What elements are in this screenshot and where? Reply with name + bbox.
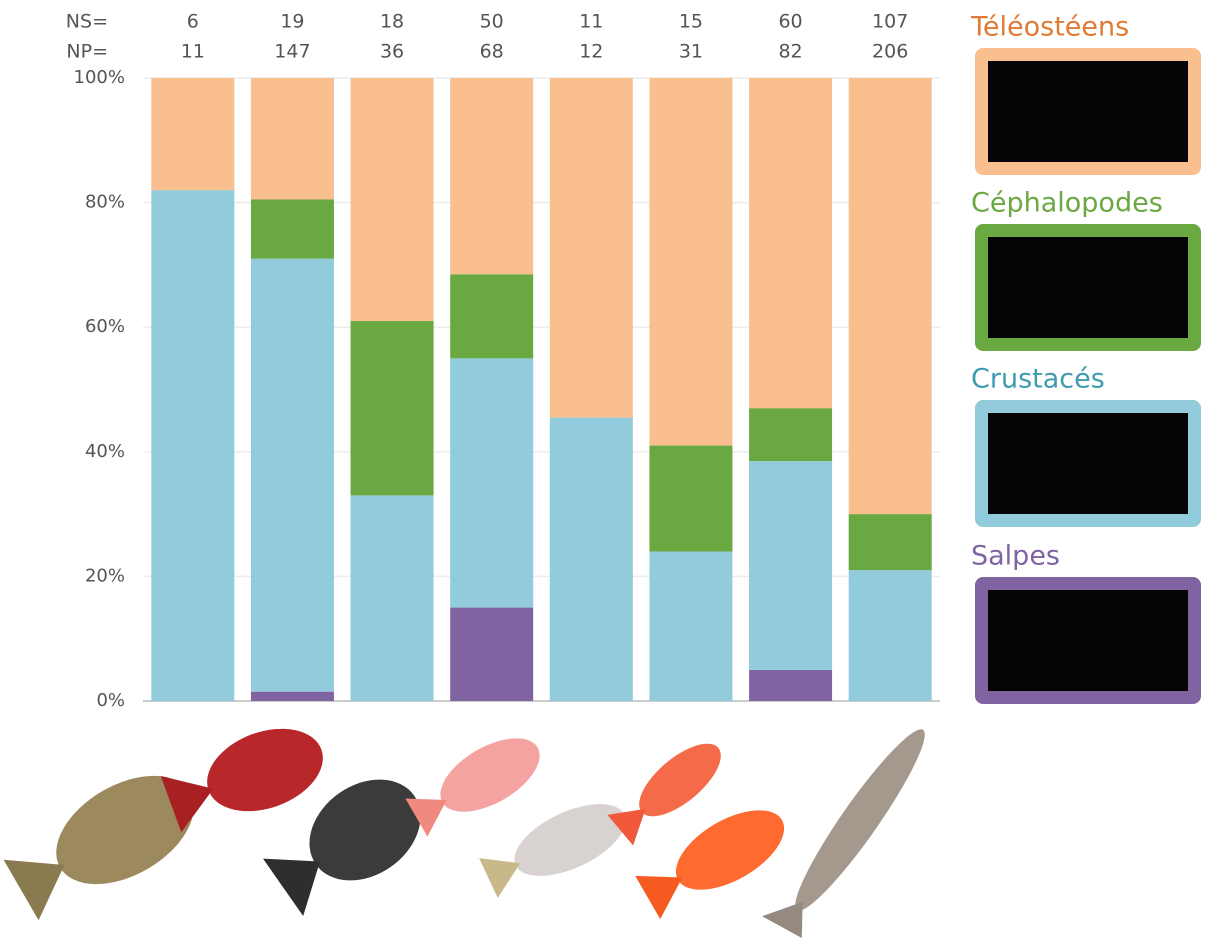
bar-segment bbox=[649, 78, 733, 446]
ns-value: 107 bbox=[872, 11, 908, 33]
bar-segment bbox=[848, 514, 932, 571]
np-value: 11 bbox=[181, 41, 205, 63]
np-label: NP= bbox=[66, 41, 108, 63]
bar-segment bbox=[848, 570, 932, 701]
np-value: 206 bbox=[872, 41, 908, 63]
ns-label: NS= bbox=[66, 11, 108, 33]
np-value: 68 bbox=[480, 41, 504, 63]
legend-photo bbox=[988, 61, 1188, 162]
bar-segment bbox=[450, 358, 534, 608]
y-tick-label: 0% bbox=[96, 690, 125, 711]
bar-segment bbox=[450, 607, 534, 701]
np-value: 82 bbox=[778, 41, 802, 63]
bar-segment bbox=[848, 78, 932, 515]
bar-segment bbox=[250, 199, 334, 259]
bar-segment bbox=[549, 417, 633, 701]
ns-value: 11 bbox=[579, 11, 603, 33]
bar-segment bbox=[749, 669, 833, 701]
y-tick-label: 80% bbox=[85, 192, 125, 213]
bar-segment bbox=[250, 691, 334, 701]
ns-value: 50 bbox=[480, 11, 504, 33]
legend-label: Crustacés bbox=[971, 364, 1105, 395]
legend-label: Salpes bbox=[971, 541, 1060, 572]
y-tick-label: 60% bbox=[85, 316, 125, 337]
bar-segment bbox=[250, 258, 334, 692]
bar-segment bbox=[151, 78, 235, 191]
bar-segment bbox=[749, 78, 833, 409]
bar-segment bbox=[350, 78, 434, 321]
bar-segment bbox=[749, 461, 833, 670]
bar-segment bbox=[450, 274, 534, 359]
legend-label: Céphalopodes bbox=[971, 188, 1163, 219]
fish-illustrations bbox=[3, 728, 925, 938]
bar-segment bbox=[151, 190, 235, 701]
np-value: 36 bbox=[380, 41, 404, 63]
np-value: 12 bbox=[579, 41, 603, 63]
bar-segment bbox=[350, 320, 434, 496]
ns-value: 6 bbox=[187, 11, 199, 33]
legend-photo bbox=[988, 413, 1188, 514]
ns-value: 19 bbox=[280, 11, 304, 33]
legend-photo bbox=[988, 590, 1188, 691]
ns-value: 18 bbox=[380, 11, 404, 33]
bar-segment bbox=[250, 78, 334, 200]
legend-label: Téléostéens bbox=[970, 12, 1129, 43]
bar-segment bbox=[649, 445, 733, 552]
bar-segment bbox=[350, 495, 434, 701]
ns-value: 60 bbox=[778, 11, 802, 33]
bar-segment bbox=[549, 78, 633, 418]
np-value: 147 bbox=[274, 41, 310, 63]
bar-segment bbox=[749, 408, 833, 462]
y-tick-label: 100% bbox=[74, 67, 125, 88]
y-tick-label: 20% bbox=[85, 565, 125, 586]
np-value: 31 bbox=[679, 41, 703, 63]
bar-segment bbox=[649, 551, 733, 701]
bar-segment bbox=[450, 78, 534, 275]
legend-photo bbox=[988, 237, 1188, 338]
ns-value: 15 bbox=[679, 11, 703, 33]
y-tick-label: 40% bbox=[85, 441, 125, 462]
